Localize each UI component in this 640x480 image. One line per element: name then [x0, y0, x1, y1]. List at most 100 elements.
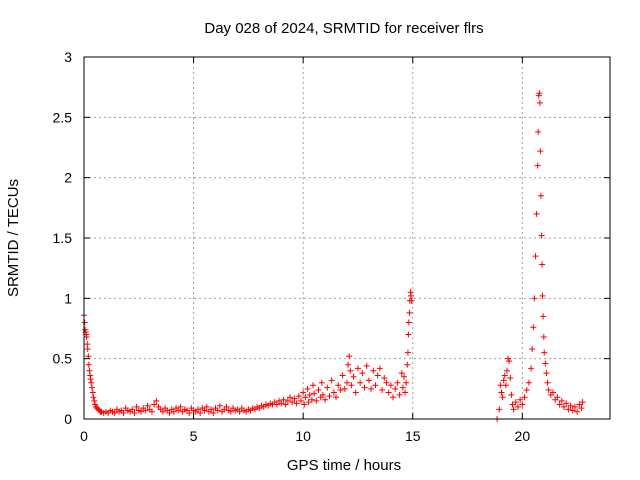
data-point-marker	[306, 391, 313, 398]
data-point-marker	[293, 400, 300, 407]
data-point-marker	[84, 346, 91, 353]
y-tick-label: 0.5	[53, 351, 73, 367]
data-point-marker	[579, 399, 586, 406]
data-point-marker	[565, 406, 572, 413]
x-tick-label: 0	[80, 428, 88, 444]
data-point-marker	[387, 382, 394, 389]
data-point-marker	[295, 393, 302, 400]
data-point-marker	[368, 385, 375, 392]
data-point-marker	[530, 324, 537, 331]
data-point-marker	[322, 396, 329, 403]
data-point-marker	[289, 399, 296, 406]
data-point-marker	[503, 367, 510, 374]
data-point-marker	[407, 292, 414, 299]
data-point-marker	[550, 389, 557, 396]
data-point-marker	[148, 408, 155, 415]
y-tick-label: 1	[64, 290, 72, 306]
data-point-marker	[517, 396, 524, 403]
data-point-marker	[558, 397, 565, 404]
data-point-marker	[569, 407, 576, 414]
data-point-marker	[133, 403, 140, 410]
data-point-marker	[514, 403, 521, 410]
data-point-marker	[144, 402, 151, 409]
data-point-marker	[90, 394, 97, 401]
x-tick-label: 5	[190, 428, 198, 444]
data-point-marker	[498, 389, 505, 396]
data-point-marker	[326, 393, 333, 400]
data-point-marker	[542, 360, 549, 367]
y-tick-label: 0	[64, 411, 72, 427]
data-point-marker	[81, 319, 88, 326]
data-point-marker	[385, 389, 392, 396]
grid	[84, 57, 610, 419]
data-point-marker	[227, 408, 234, 415]
data-point-marker	[86, 367, 93, 374]
data-point-marker	[365, 377, 372, 384]
data-point-marker	[390, 394, 397, 401]
data-point-marker	[496, 406, 503, 413]
data-point-marker	[175, 407, 182, 414]
data-point-marker	[383, 379, 390, 386]
data-point-marker	[335, 382, 342, 389]
data-point-marker	[539, 292, 546, 299]
data-point-marker	[88, 379, 95, 386]
y-tick-label: 2.5	[53, 109, 73, 125]
data-point-marker	[273, 401, 280, 408]
data-point-marker	[571, 403, 578, 410]
data-point-marker	[405, 331, 412, 338]
data-point-marker	[405, 319, 412, 326]
data-point-marker	[563, 400, 570, 407]
y-tick-label: 2	[64, 170, 72, 186]
data-point-marker	[538, 232, 545, 239]
data-point-marker	[186, 409, 193, 416]
data-point-marker	[394, 379, 401, 386]
data-point-marker	[208, 406, 215, 413]
data-point-marker	[392, 385, 399, 392]
data-point-marker	[344, 379, 350, 386]
data-point-marker	[541, 349, 548, 356]
data-point-marker	[361, 384, 368, 391]
data-point-marker	[556, 401, 563, 408]
data-point-marker	[535, 128, 542, 135]
data-point-marker	[151, 401, 158, 408]
data-point-marker	[519, 401, 526, 408]
data-point-marker	[534, 162, 541, 169]
data-point-marker	[404, 361, 411, 368]
data-point-marker	[313, 397, 320, 404]
data-point-marker	[554, 394, 561, 401]
data-point-marker	[111, 409, 118, 416]
data-point-marker	[567, 402, 574, 409]
data-point-marker	[402, 389, 409, 396]
data-point-marker	[501, 372, 508, 379]
data-point-marker	[537, 148, 544, 155]
data-point-marker	[348, 382, 355, 389]
data-point-marker	[311, 390, 318, 397]
data-point-marker	[223, 403, 230, 410]
data-point-marker	[129, 406, 136, 413]
data-point-marker	[398, 370, 405, 377]
data-point-marker	[301, 401, 308, 408]
data-point-marker	[536, 99, 543, 106]
data-point-marker	[287, 394, 294, 401]
data-point-marker	[339, 372, 346, 379]
data-point-marker	[523, 387, 530, 394]
data-point-marker	[499, 394, 506, 401]
axis-ticks	[83, 56, 610, 420]
data-point-marker	[532, 253, 539, 260]
data-point-marker	[89, 389, 96, 396]
x-tick-label: 20	[515, 428, 531, 444]
y-tick-label: 3	[64, 49, 72, 65]
data-point-marker	[529, 346, 536, 353]
data-point-marker	[201, 407, 208, 414]
data-point-marker	[374, 372, 381, 379]
data-point-marker	[357, 379, 364, 386]
data-point-marker	[543, 370, 550, 377]
data-point-marker	[153, 397, 160, 404]
data-point-marker	[337, 387, 344, 394]
data-point-marker	[497, 382, 504, 389]
data-point-marker	[540, 333, 547, 340]
data-point-marker	[544, 379, 551, 386]
data-point-marker	[521, 394, 528, 401]
